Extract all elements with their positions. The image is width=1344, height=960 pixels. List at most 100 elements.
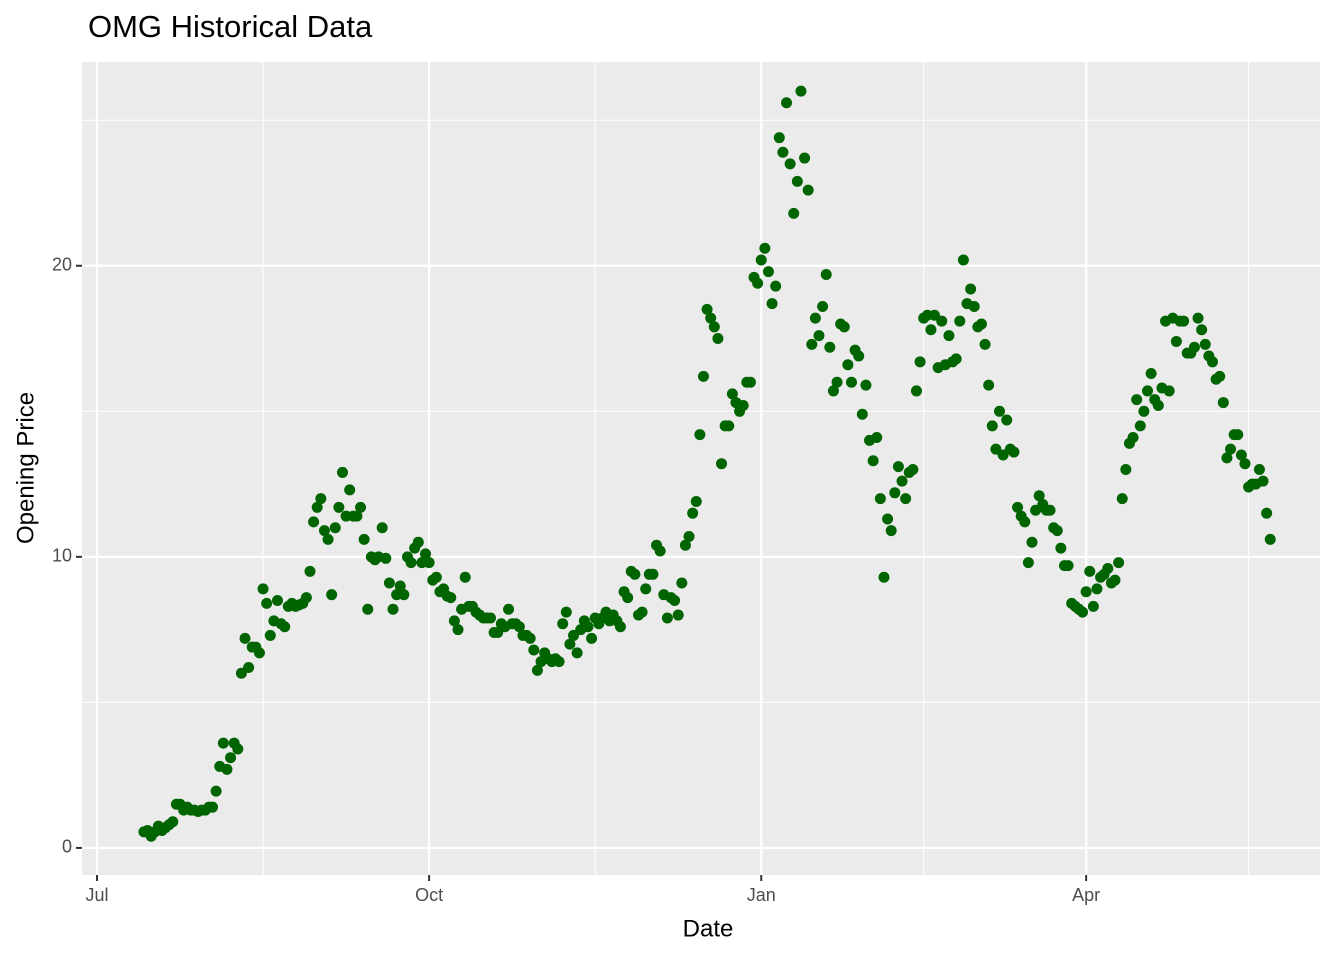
point [1012, 501, 1024, 513]
point [882, 513, 894, 525]
point [322, 533, 334, 545]
point [860, 379, 872, 391]
point [900, 493, 912, 505]
point [1102, 562, 1114, 574]
point [1044, 504, 1056, 516]
point [795, 85, 807, 97]
point [1080, 586, 1092, 598]
point [766, 298, 778, 310]
point [528, 644, 540, 656]
point [752, 277, 764, 289]
point [640, 583, 652, 595]
y-axis-title: Opening Price [12, 392, 39, 544]
point [1008, 446, 1020, 458]
point [1239, 458, 1251, 470]
point [412, 536, 424, 548]
point [1264, 533, 1276, 545]
point [874, 493, 886, 505]
point [770, 280, 782, 292]
point [1225, 443, 1237, 455]
point [423, 557, 435, 569]
point [394, 580, 406, 592]
point [831, 376, 843, 388]
x-axis-title: Date [683, 915, 734, 942]
point [1113, 557, 1125, 569]
point [355, 501, 367, 513]
point [1062, 560, 1074, 572]
point [1199, 338, 1211, 350]
point [994, 405, 1005, 417]
point [1051, 525, 1063, 537]
point [257, 583, 269, 595]
point [1253, 464, 1265, 476]
point [459, 571, 471, 583]
point [243, 661, 255, 673]
point [571, 647, 583, 659]
point [1091, 583, 1103, 595]
point [1084, 565, 1096, 577]
point [791, 175, 803, 187]
point [1001, 414, 1013, 426]
point [405, 557, 417, 569]
point [1077, 606, 1089, 618]
point [788, 207, 800, 219]
point [654, 545, 666, 557]
point [716, 458, 728, 470]
point [351, 510, 363, 522]
point [1192, 312, 1204, 324]
point [629, 568, 641, 580]
point [398, 589, 410, 601]
point [737, 399, 749, 411]
y-tick-label: 0 [62, 837, 72, 857]
point [524, 632, 536, 644]
point [217, 737, 229, 749]
point [907, 464, 919, 476]
point [781, 97, 793, 109]
point [239, 632, 251, 644]
point [708, 321, 720, 333]
point [806, 338, 818, 350]
point [387, 603, 399, 615]
point [687, 507, 699, 519]
point [221, 763, 233, 775]
x-tick-label: Apr [1072, 885, 1100, 905]
point [308, 516, 320, 528]
point [586, 632, 598, 644]
y-tick-label: 10 [52, 546, 72, 566]
point [712, 333, 724, 345]
point [622, 592, 634, 604]
point [773, 132, 785, 144]
point [679, 539, 691, 551]
point [647, 568, 659, 580]
point [1235, 449, 1247, 461]
point [968, 301, 980, 313]
point [1257, 475, 1269, 487]
point [979, 338, 991, 350]
x-tick-label: Jan [747, 885, 776, 905]
point [824, 341, 836, 353]
point [954, 315, 966, 327]
point [910, 385, 922, 397]
point [705, 312, 717, 324]
point [272, 595, 283, 607]
point [676, 577, 688, 589]
point [376, 522, 388, 534]
point [726, 388, 738, 400]
point [383, 577, 395, 589]
point [1142, 385, 1154, 397]
point [1116, 493, 1128, 505]
point [853, 350, 865, 362]
point [358, 533, 370, 545]
point [484, 612, 496, 624]
point [827, 385, 839, 397]
point [315, 493, 327, 505]
point [333, 501, 345, 513]
point [1120, 464, 1132, 476]
point [380, 552, 392, 564]
point [430, 571, 442, 583]
point [755, 254, 767, 266]
point [817, 301, 829, 313]
point [326, 589, 338, 601]
point [225, 752, 237, 764]
